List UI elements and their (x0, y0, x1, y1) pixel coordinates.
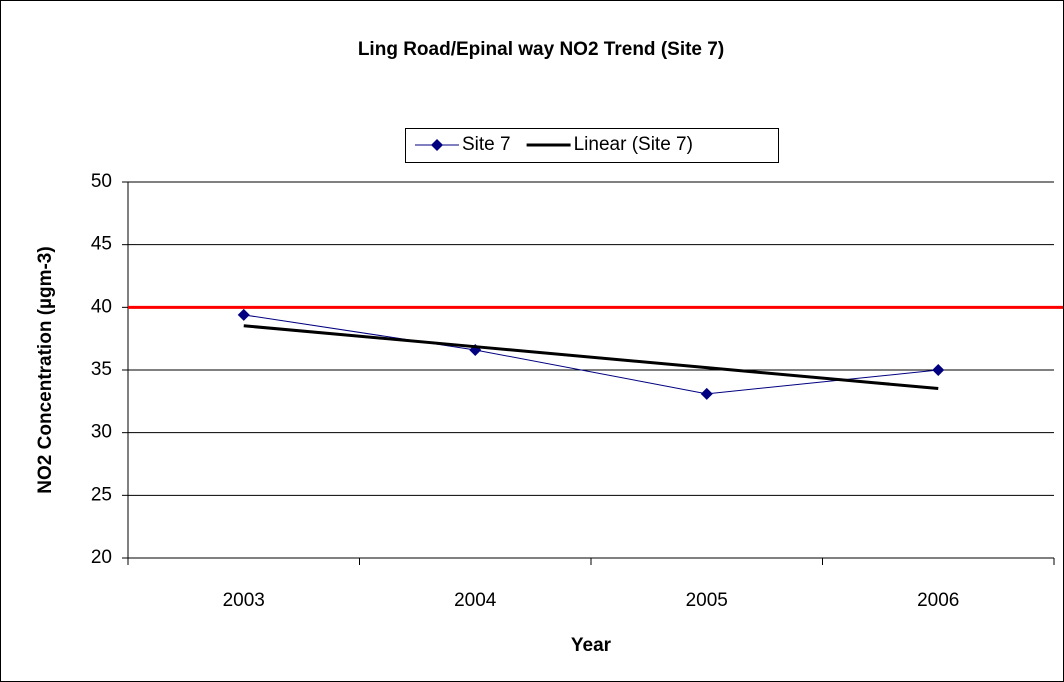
y-axis-title: NO2 Concentration (µgm-3) (35, 246, 56, 493)
y-tick-label: 50 (91, 171, 112, 192)
data-point (237, 308, 250, 321)
y-tick-label: 45 (91, 234, 112, 255)
data-point (700, 387, 713, 400)
x-tick-label: 2004 (454, 590, 497, 611)
x-tick-label: 2005 (686, 590, 728, 611)
y-tick-label: 35 (91, 359, 112, 380)
x-tick-label: 2003 (223, 590, 265, 611)
legend-label: Site 7 (462, 134, 511, 155)
series-line (243, 314, 939, 395)
x-tick-label: 2006 (917, 590, 959, 611)
series-line (243, 324, 939, 391)
y-tick-label: 20 (91, 547, 112, 568)
y-tick-label: 30 (91, 422, 112, 443)
legend-marker (431, 139, 443, 151)
legend-label: Linear (Site 7) (574, 134, 693, 155)
legend (405, 128, 779, 163)
y-tick-label: 25 (91, 484, 112, 505)
x-axis-title: Year (571, 635, 612, 656)
chart-title: Ling Road/Epinal way NO2 Trend (Site 7) (358, 39, 724, 60)
y-tick-label: 40 (91, 296, 112, 317)
data-point (932, 364, 945, 376)
